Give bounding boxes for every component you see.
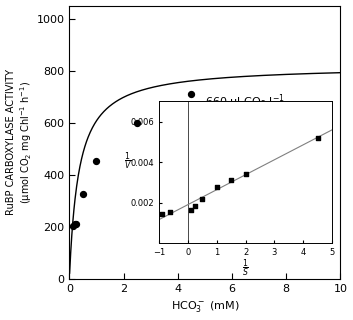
Text: 660 μl CO$_2$ l$^{-1}$: 660 μl CO$_2$ l$^{-1}$	[205, 92, 285, 111]
Point	[134, 120, 140, 125]
Y-axis label: RuBP CARBOXYLASE ACTIVITY
(μmol CO$_2$ mg Chl$^{-1}$ h$^{-1}$): RuBP CARBOXYLASE ACTIVITY (μmol CO$_2$ m…	[6, 69, 34, 215]
Point	[80, 192, 86, 197]
Point	[189, 92, 194, 97]
Point	[73, 222, 79, 227]
Point	[72, 222, 78, 227]
X-axis label: HCO$_3^-$ (mM): HCO$_3^-$ (mM)	[170, 300, 239, 315]
Point	[94, 158, 99, 163]
Point	[71, 223, 76, 228]
